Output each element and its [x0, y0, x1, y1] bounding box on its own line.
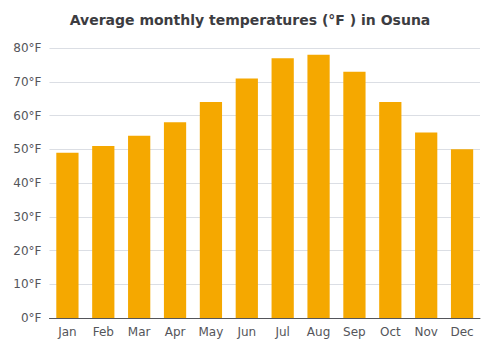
- svg-text:20°F: 20°F: [13, 244, 41, 258]
- svg-text:May: May: [199, 325, 224, 339]
- svg-text:Feb: Feb: [93, 325, 114, 339]
- svg-text:Mar: Mar: [128, 325, 151, 339]
- svg-text:Apr: Apr: [165, 325, 186, 339]
- svg-text:40°F: 40°F: [13, 176, 41, 190]
- svg-text:30°F: 30°F: [13, 210, 41, 224]
- svg-text:Jan: Jan: [57, 325, 77, 339]
- svg-text:0°F: 0°F: [21, 311, 42, 325]
- svg-text:Jun: Jun: [236, 325, 256, 339]
- svg-text:Aug: Aug: [307, 325, 330, 339]
- svg-text:Average monthly temperatures (: Average monthly temperatures (°F ) in Os…: [70, 12, 431, 28]
- svg-text:10°F: 10°F: [13, 277, 41, 291]
- svg-text:Nov: Nov: [414, 325, 437, 339]
- svg-text:80°F: 80°F: [13, 41, 41, 55]
- svg-text:Sep: Sep: [343, 325, 366, 339]
- svg-text:Dec: Dec: [450, 325, 473, 339]
- svg-text:Jul: Jul: [274, 325, 289, 339]
- svg-text:Oct: Oct: [380, 325, 401, 339]
- svg-text:60°F: 60°F: [13, 109, 41, 123]
- svg-text:50°F: 50°F: [13, 142, 41, 156]
- svg-text:70°F: 70°F: [13, 75, 41, 89]
